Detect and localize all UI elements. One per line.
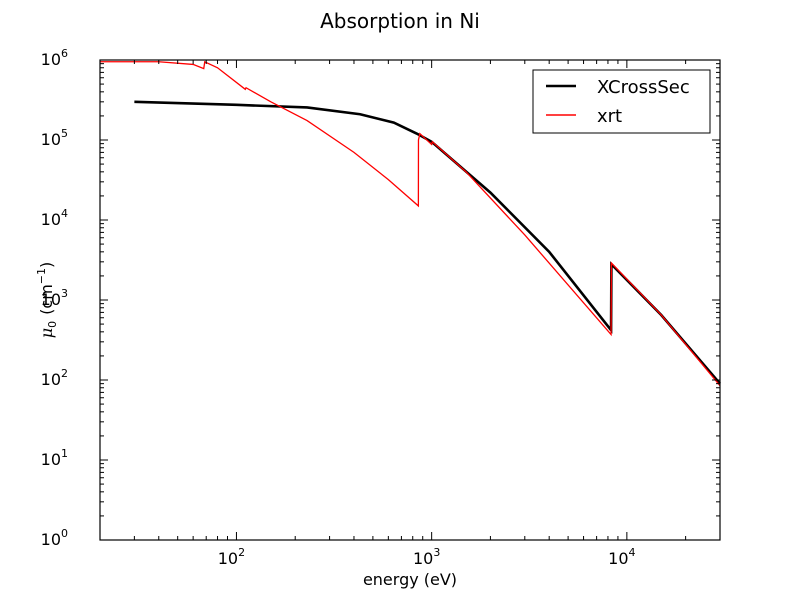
legend-box — [532, 69, 711, 134]
y-axis-unit-exp: −1 — [35, 268, 48, 284]
y-tick-label: 106 — [41, 47, 68, 69]
y-tick-label: 104 — [41, 207, 68, 229]
x-tick-label: 102 — [218, 546, 245, 568]
x-tick-label: 104 — [608, 546, 635, 568]
y-tick-label: 105 — [41, 127, 68, 149]
y-axis-subscript: 0 — [46, 321, 59, 328]
plot-background — [100, 60, 720, 540]
y-tick-label: 101 — [41, 447, 68, 469]
y-tick-label: 102 — [41, 367, 68, 389]
series-layer — [100, 60, 721, 387]
legend: XCrossSec xrt — [532, 69, 711, 134]
x-axis-label: energy (eV) — [363, 570, 457, 589]
legend-label-xcrosssec: XCrossSec — [597, 77, 690, 98]
x-tick-label: 103 — [413, 546, 440, 568]
y-tick-label: 100 — [41, 527, 68, 549]
y-axis-label: μ0 (cm−1) — [35, 262, 59, 339]
y-axis-unit-close: ) — [37, 262, 56, 268]
y-axis-symbol: μ — [37, 328, 56, 338]
series-line-xrt — [100, 60, 721, 387]
chart-title: Absorption in Ni — [320, 9, 480, 33]
y-tick-label: 103 — [41, 287, 68, 309]
legend-label-xrt: xrt — [597, 106, 622, 127]
y-axis-unit-open: (cm — [37, 284, 56, 315]
ticks-layer: 102 103 104 100 101 102 103 104 105 106 — [41, 47, 721, 568]
